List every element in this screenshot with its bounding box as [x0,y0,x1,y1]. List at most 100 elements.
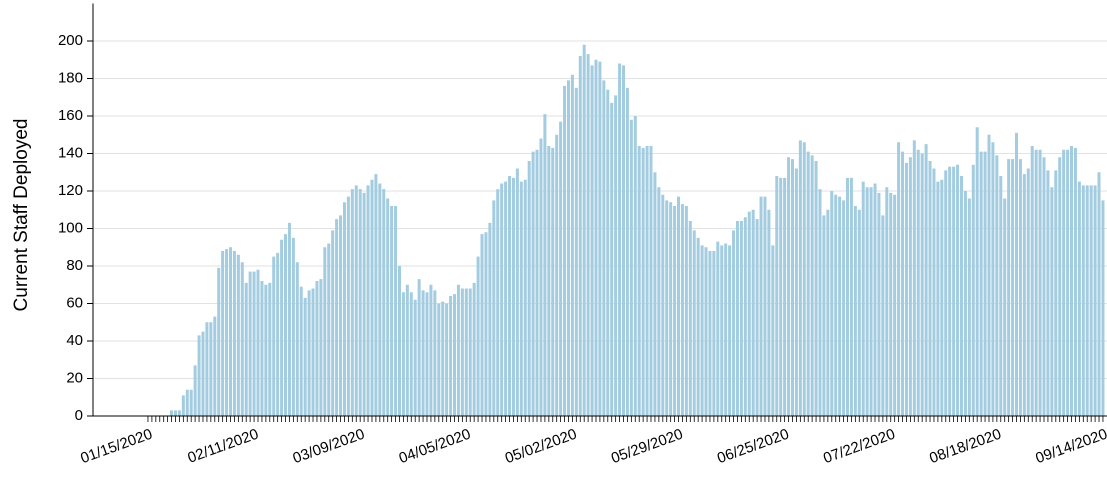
bar [653,172,657,416]
x-tick-label: 03/09/2020 [291,426,367,468]
bar [975,127,979,416]
bar [173,410,177,416]
bar [936,181,940,416]
y-tick-label: 60 [66,294,83,311]
bar [987,134,991,416]
bar [256,269,260,416]
bar [1034,149,1038,416]
bar [464,288,468,416]
y-tick-label: 180 [58,69,83,86]
y-tick-label: 140 [58,144,83,161]
y-tick-label: 0 [75,407,83,424]
bar [511,177,515,416]
bar [1093,185,1097,416]
y-tick-label: 40 [66,332,83,349]
y-tick-label: 80 [66,257,83,274]
bar [374,174,378,416]
bar [704,247,708,416]
bar [673,206,677,416]
bar [236,254,240,416]
bar [1011,159,1015,416]
bar [1014,132,1018,416]
bar [1077,181,1081,416]
bar [669,202,673,416]
bar [468,288,472,416]
bar [284,234,288,416]
bar [775,176,779,416]
bar [193,365,197,416]
bar [177,410,181,416]
y-tick-label: 120 [58,182,83,199]
bar [794,168,798,416]
bar [739,221,743,416]
bar [1070,146,1074,416]
bar [366,185,370,416]
bar [539,138,543,416]
bar [500,183,504,416]
bar [248,271,252,416]
bar [201,331,205,416]
bar [1026,168,1030,416]
bar [877,192,881,416]
bar [570,74,574,416]
bar [551,147,555,416]
bar [327,243,331,416]
bar [661,194,665,416]
bar [806,151,810,416]
bar [901,151,905,416]
y-tick-label: 20 [66,369,83,386]
bar [1062,149,1066,416]
bar [441,301,445,416]
bar [437,303,441,416]
bar [1018,159,1022,416]
bar [260,281,264,416]
bar [417,279,421,416]
bar [378,183,382,416]
bar [492,200,496,416]
bar [759,196,763,416]
bar [354,185,358,416]
bar [578,56,582,416]
bar [1081,185,1085,416]
bar [700,245,704,416]
bar [519,181,523,416]
bar [346,196,350,416]
bar [904,162,908,416]
bar [429,284,433,416]
bar [515,168,519,416]
x-tick-label: 05/02/2020 [503,426,579,468]
bar [189,389,193,416]
bar [225,249,229,416]
bar [720,245,724,416]
bar [209,322,213,416]
bar [897,142,901,416]
bar [1073,147,1077,416]
bar [421,290,425,416]
bar [476,256,480,416]
bar [232,251,236,416]
bar [170,410,174,416]
bar [716,241,720,416]
bar [637,146,641,416]
x-tick-label: 08/18/2020 [927,426,1003,468]
bar [629,119,633,416]
bar [217,267,221,416]
bar [362,192,366,416]
bar [272,256,276,416]
y-tick-label: 200 [58,32,83,49]
bar [743,217,747,416]
bar [1042,157,1046,416]
bar [948,166,952,416]
bar [999,176,1003,416]
bar [649,146,653,416]
bar [963,191,967,416]
bar [496,189,500,416]
bar [728,245,732,416]
bar [460,288,464,416]
bar [708,251,712,416]
bar [453,294,457,416]
bar [633,116,637,416]
bar [433,290,437,416]
bar [959,176,963,416]
bar [335,219,339,416]
